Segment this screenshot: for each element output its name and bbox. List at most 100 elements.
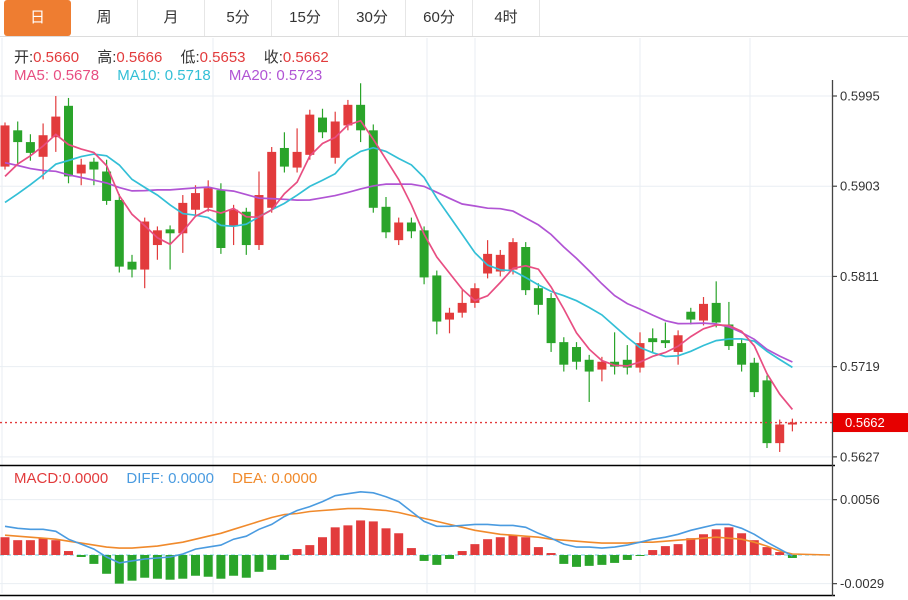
ma20-line bbox=[4, 161, 793, 363]
macd-bar bbox=[787, 555, 797, 558]
ma20-readout: MA20: 0.5723 bbox=[228, 67, 323, 84]
axis-label: 0.5903 bbox=[840, 179, 880, 194]
macd-bar bbox=[114, 555, 124, 584]
tab-day[interactable]: 日 bbox=[4, 0, 71, 36]
macd-bar bbox=[559, 555, 569, 564]
macd-bar bbox=[140, 555, 150, 578]
candle-body bbox=[140, 221, 150, 270]
candle-body bbox=[89, 161, 99, 170]
candle-body bbox=[546, 298, 556, 344]
macd-bar bbox=[292, 549, 302, 555]
dea-line bbox=[4, 507, 831, 556]
tab-month[interactable]: 月 bbox=[138, 0, 205, 36]
candle-body bbox=[356, 104, 366, 131]
macd-bar bbox=[191, 555, 200, 576]
macd-bar bbox=[102, 555, 112, 574]
macd-bar bbox=[521, 537, 531, 555]
low-label: 低: bbox=[180, 49, 200, 66]
candle-body bbox=[419, 230, 429, 278]
macd-bar bbox=[368, 521, 378, 555]
tab-5min[interactable]: 5分 bbox=[205, 0, 272, 36]
candle-body bbox=[432, 275, 442, 322]
candle-body bbox=[762, 380, 772, 444]
macd-readout: MACD:0.0000 DIFF: 0.0000 DEA: 0.0000 bbox=[14, 470, 317, 487]
candle-body bbox=[610, 361, 620, 367]
candle-body bbox=[724, 324, 734, 347]
axis-label: 0.5719 bbox=[840, 359, 880, 374]
macd-bar bbox=[445, 555, 454, 559]
ma10-line bbox=[4, 146, 793, 369]
macd-bar bbox=[13, 540, 23, 555]
macd-bar bbox=[254, 555, 264, 572]
axis-label: 0.5811 bbox=[840, 269, 879, 284]
candle-body bbox=[229, 209, 239, 227]
macd-value: MACD:0.0000 bbox=[14, 470, 109, 487]
macd-bar bbox=[279, 555, 289, 560]
candle-body bbox=[648, 338, 658, 343]
candle-body bbox=[51, 116, 61, 138]
tab-4hour[interactable]: 4时 bbox=[473, 0, 540, 36]
ma5-readout: MA5: 0.5678 bbox=[14, 67, 100, 84]
macd-bar bbox=[394, 533, 404, 555]
macd-bar bbox=[686, 538, 696, 555]
macd-bar bbox=[356, 520, 366, 555]
candle-body bbox=[622, 359, 632, 368]
macd-bar bbox=[343, 525, 353, 555]
ma5-line bbox=[4, 119, 794, 410]
macd-bar bbox=[775, 552, 785, 555]
candle-body bbox=[584, 359, 594, 372]
macd-bar bbox=[267, 555, 277, 570]
candle-body bbox=[64, 105, 73, 177]
candle-body bbox=[381, 206, 391, 233]
macd-bar bbox=[419, 555, 429, 561]
candle-body bbox=[775, 424, 785, 444]
macd-bar bbox=[318, 537, 327, 555]
macd-bar bbox=[749, 540, 759, 555]
macd-bar bbox=[432, 555, 442, 565]
macd-bar bbox=[660, 546, 670, 555]
tab-60min[interactable]: 60分 bbox=[406, 0, 473, 36]
candle-body bbox=[533, 288, 543, 305]
macd-bar bbox=[51, 540, 61, 555]
macd-bar bbox=[610, 555, 620, 563]
macd-bar bbox=[673, 544, 683, 555]
candle-body bbox=[711, 302, 721, 323]
macd-bar bbox=[76, 555, 86, 557]
macd-bar bbox=[584, 555, 594, 566]
candle-body bbox=[254, 195, 264, 246]
axis-label: 0.5995 bbox=[840, 89, 880, 104]
tab-15min[interactable]: 15分 bbox=[272, 0, 339, 36]
last-price-badge bbox=[833, 413, 908, 433]
candle-body bbox=[673, 335, 683, 352]
axis-label: 0.5627 bbox=[840, 449, 880, 464]
candle-body bbox=[394, 222, 404, 241]
macd-bar bbox=[25, 540, 35, 555]
candle-body bbox=[279, 147, 289, 167]
tab-30min[interactable]: 30分 bbox=[339, 0, 406, 36]
macd-bar bbox=[762, 547, 772, 555]
candle-body bbox=[470, 288, 480, 303]
macd-bar bbox=[457, 551, 467, 555]
macd-bar bbox=[305, 545, 315, 555]
candle-body bbox=[508, 242, 518, 270]
close-value: 0.5662 bbox=[282, 49, 329, 66]
candle-body bbox=[330, 121, 340, 158]
macd-bar bbox=[381, 528, 391, 555]
tab-week[interactable]: 周 bbox=[71, 0, 138, 36]
open-value: 0.5660 bbox=[33, 49, 80, 66]
macd-bar bbox=[597, 555, 607, 565]
macd-bar bbox=[89, 555, 99, 564]
last-price-badge-label: 0.5662 bbox=[845, 415, 885, 430]
macd-bar bbox=[406, 548, 416, 555]
candle-body bbox=[686, 311, 696, 320]
candle-body bbox=[0, 125, 10, 167]
macd-bar bbox=[711, 529, 721, 555]
candle-body bbox=[495, 254, 505, 272]
macd-bar bbox=[572, 555, 581, 567]
period-tabbar: 日周月 5分 15分 30分 60分 4时 bbox=[0, 0, 908, 37]
candle-body bbox=[445, 312, 454, 320]
macd-bar bbox=[508, 535, 518, 555]
macd-bar bbox=[635, 555, 645, 556]
ohlc-readout: 开:0.5660 高:0.5666 低:0.5653 收:0.5662 bbox=[14, 46, 343, 67]
